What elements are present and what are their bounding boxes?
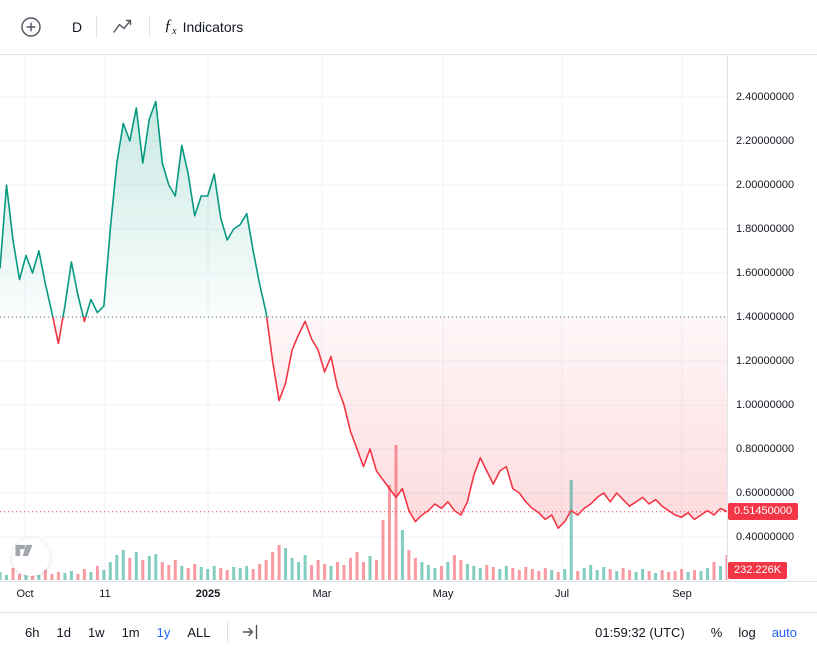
current-price-badge: 0.51450000 [728,503,799,521]
range-all-button[interactable]: ALL [187,624,211,640]
fx-icon: ƒx [164,17,177,37]
range-1m-button[interactable]: 1m [121,624,140,640]
circle-plus-button[interactable] [10,8,52,46]
price-axis-label: 2.40000000 [736,91,795,103]
price-axis-label: 1.80000000 [736,223,795,235]
range-6h-button[interactable]: 6h [25,624,40,640]
indicators-label: Indicators [182,18,244,35]
toolbar-separator [149,16,151,38]
price-axis-label: 1.20000000 [736,355,795,367]
volume-badge: 232.226K [728,562,788,579]
price-axis-label: 0.80000000 [736,443,795,455]
time-axis-label: 11 [99,588,111,600]
price-axis-label: 1.40000000 [736,311,795,323]
chart-style-icon [113,19,132,33]
time-axis-label: 2025 [195,588,221,600]
interval-label: D [72,19,83,35]
interval-button[interactable]: D [64,13,90,41]
tradingview-logo[interactable] [12,538,50,576]
go-to-date-button[interactable] [234,617,268,647]
range-buttons: 6h 1d 1w 1m 1y ALL [18,622,221,643]
auto-scale-button[interactable]: auto [771,624,797,640]
chart-style-button[interactable] [103,9,143,45]
top-toolbar: D ƒx Indicators [0,0,817,55]
percent-scale-button[interactable]: % [710,624,723,640]
toolbar-separator [96,16,98,38]
chart-canvas[interactable] [0,55,727,581]
bottom-toolbar: 6h 1d 1w 1m 1y ALL 01:59:32 (UTC) % log auto [0,612,817,651]
time-axis-label: May [432,588,454,600]
tradingview-logo-icon [15,544,33,556]
price-axis-label: 0.40000000 [736,531,795,543]
price-axis[interactable]: 0.51450000 232.226K 2.40000000 2.20000000… [727,55,817,581]
time-axis-label: Mar [312,588,332,600]
indicators-button[interactable]: ƒx Indicators [156,11,251,43]
circle-plus-icon [21,17,41,37]
log-scale-button[interactable]: log [738,624,756,640]
range-1d-button[interactable]: 1d [56,624,71,640]
price-axis-label: 1.60000000 [736,267,795,279]
time-axis-label: Oct [16,588,34,600]
clock-label[interactable]: 01:59:32 (UTC) [595,624,685,640]
price-axis-label: 2.00000000 [736,179,795,191]
range-1w-button[interactable]: 1w [87,624,105,640]
go-to-date-icon [242,624,257,640]
range-1y-button[interactable]: 1y [156,624,171,640]
time-axis[interactable]: Oct 11 2025 Mar May Jul Sep [0,581,817,612]
price-axis-label: 1.00000000 [736,399,795,411]
price-axis-label: 0.60000000 [736,487,795,499]
price-axis-label: 2.20000000 [736,135,795,147]
chart-plot [0,55,727,581]
toolbar-separator [226,621,228,643]
time-axis-label: Jul [554,588,570,600]
time-axis-label: Sep [672,588,692,600]
